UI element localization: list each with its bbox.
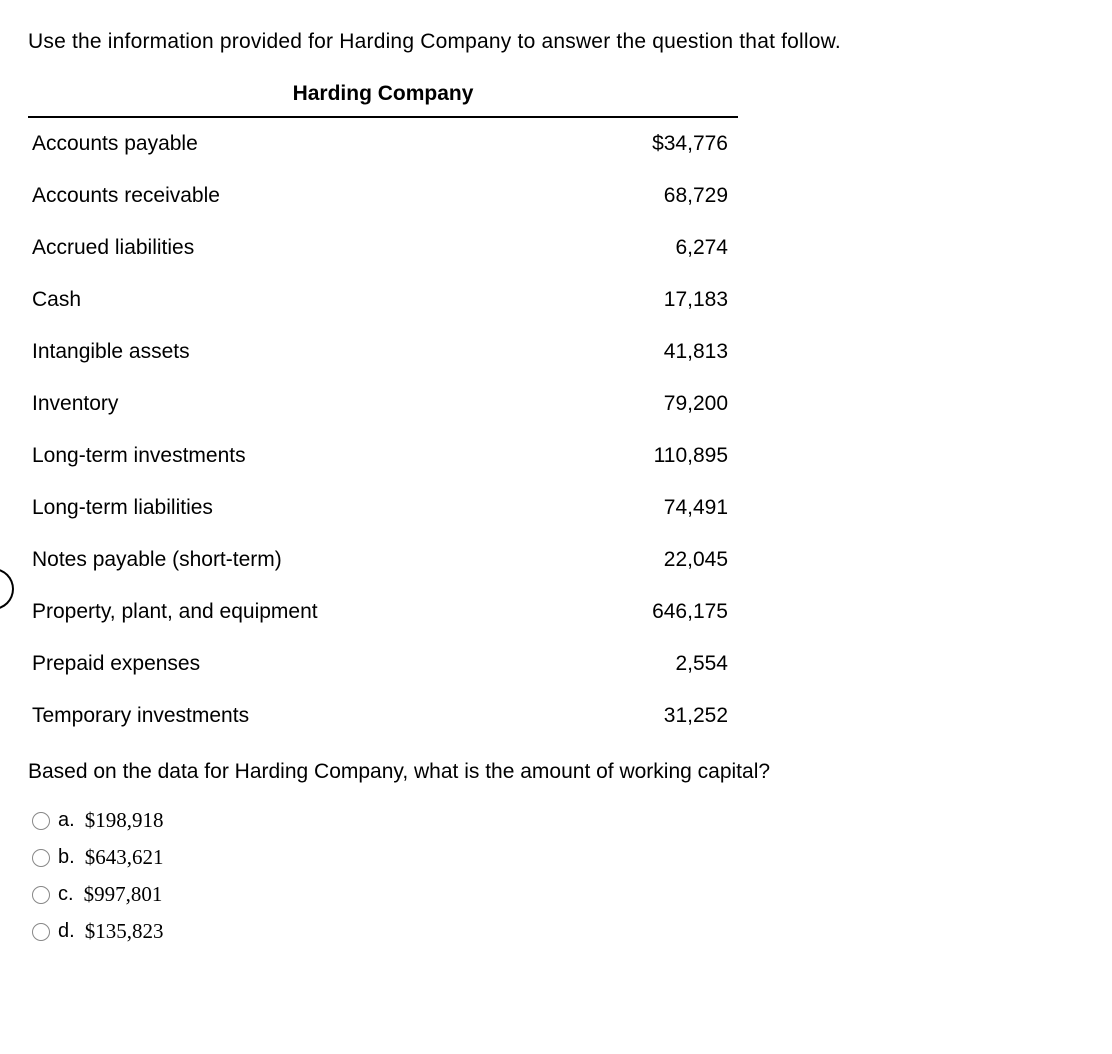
radio-icon[interactable] — [32, 886, 50, 904]
radio-icon[interactable] — [32, 923, 50, 941]
table-row: Temporary investments 31,252 — [28, 690, 738, 742]
table-row: Accrued liabilities 6,274 — [28, 222, 738, 274]
row-label: Cash — [28, 274, 525, 326]
row-label: Temporary investments — [28, 690, 525, 742]
question-intro: Use the information provided for Harding… — [28, 30, 1092, 54]
row-value: 22,045 — [525, 534, 738, 586]
row-label: Long-term investments — [28, 430, 525, 482]
table-row: Property, plant, and equipment 646,175 — [28, 586, 738, 638]
row-label: Accounts receivable — [28, 170, 525, 222]
row-value: 41,813 — [525, 326, 738, 378]
row-label: Inventory — [28, 378, 525, 430]
question-text: Based on the data for Harding Company, w… — [28, 760, 1092, 784]
row-label: Accrued liabilities — [28, 222, 525, 274]
row-label: Accounts payable — [28, 117, 525, 170]
table-row: Accounts receivable 68,729 — [28, 170, 738, 222]
table-row: Intangible assets 41,813 — [28, 326, 738, 378]
row-value: 31,252 — [525, 690, 738, 742]
page-curl-decoration — [0, 568, 14, 610]
row-value: 646,175 — [525, 586, 738, 638]
table-row: Long-term investments 110,895 — [28, 430, 738, 482]
option-letter: d. — [58, 920, 75, 943]
option-a[interactable]: a. $198,918 — [32, 802, 1092, 839]
option-c[interactable]: c. $997,801 — [32, 876, 1092, 913]
option-b[interactable]: b. $643,621 — [32, 839, 1092, 876]
table-row: Notes payable (short-term) 22,045 — [28, 534, 738, 586]
row-value: 6,274 — [525, 222, 738, 274]
table-row: Inventory 79,200 — [28, 378, 738, 430]
row-value: 17,183 — [525, 274, 738, 326]
option-letter: b. — [58, 846, 75, 869]
option-text: $198,918 — [85, 808, 164, 833]
row-value: 110,895 — [525, 430, 738, 482]
row-value: 2,554 — [525, 638, 738, 690]
row-label: Prepaid expenses — [28, 638, 525, 690]
answer-options: a. $198,918 b. $643,621 c. $997,801 d. $… — [32, 802, 1092, 950]
table-row: Prepaid expenses 2,554 — [28, 638, 738, 690]
row-label: Intangible assets — [28, 326, 525, 378]
table-row: Cash 17,183 — [28, 274, 738, 326]
row-label: Notes payable (short-term) — [28, 534, 525, 586]
radio-icon[interactable] — [32, 849, 50, 867]
option-text: $135,823 — [85, 919, 164, 944]
option-letter: a. — [58, 809, 75, 832]
row-value: 79,200 — [525, 378, 738, 430]
row-label: Long-term liabilities — [28, 482, 525, 534]
financial-data-table: Harding Company Accounts payable $34,776… — [28, 74, 738, 742]
option-letter: c. — [58, 883, 74, 906]
option-d[interactable]: d. $135,823 — [32, 913, 1092, 950]
radio-icon[interactable] — [32, 812, 50, 830]
table-row: Long-term liabilities 74,491 — [28, 482, 738, 534]
row-value: 74,491 — [525, 482, 738, 534]
option-text: $643,621 — [85, 845, 164, 870]
row-value: $34,776 — [525, 117, 738, 170]
table-row: Accounts payable $34,776 — [28, 117, 738, 170]
row-value: 68,729 — [525, 170, 738, 222]
row-label: Property, plant, and equipment — [28, 586, 525, 638]
option-text: $997,801 — [84, 882, 163, 907]
table-title: Harding Company — [28, 74, 738, 117]
